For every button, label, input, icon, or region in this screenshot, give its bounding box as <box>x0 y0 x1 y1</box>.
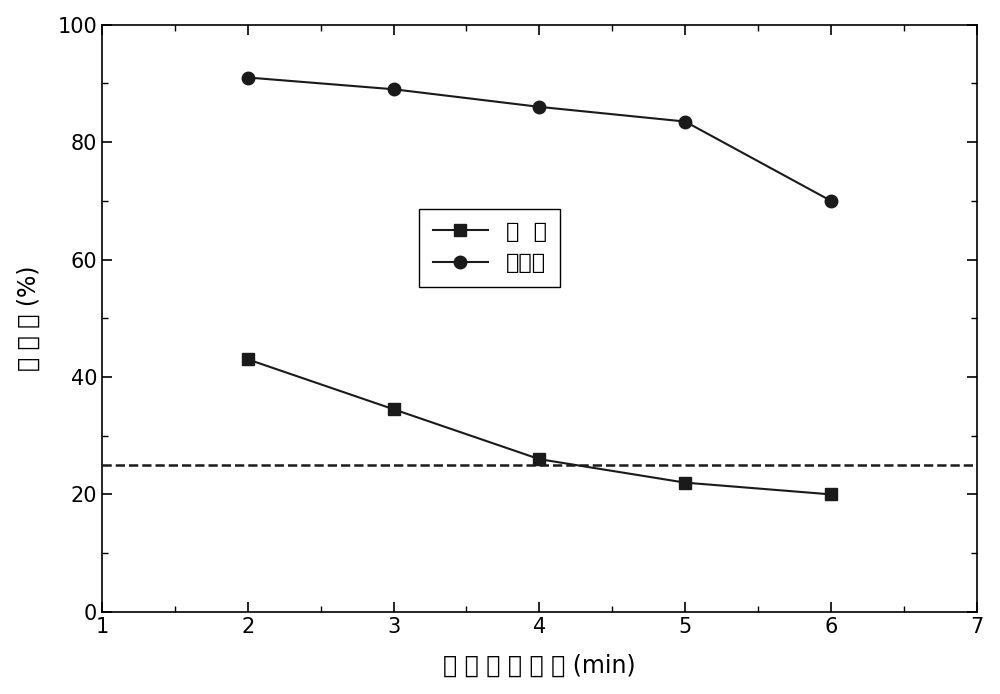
Y-axis label: 回 收 率 (%): 回 收 率 (%) <box>17 266 41 371</box>
Legend: 毒  砂, 黄铁矿: 毒 砂, 黄铁矿 <box>419 209 560 287</box>
X-axis label: 细 菌 作 用 时 间 (min): 细 菌 作 用 时 间 (min) <box>443 653 636 677</box>
